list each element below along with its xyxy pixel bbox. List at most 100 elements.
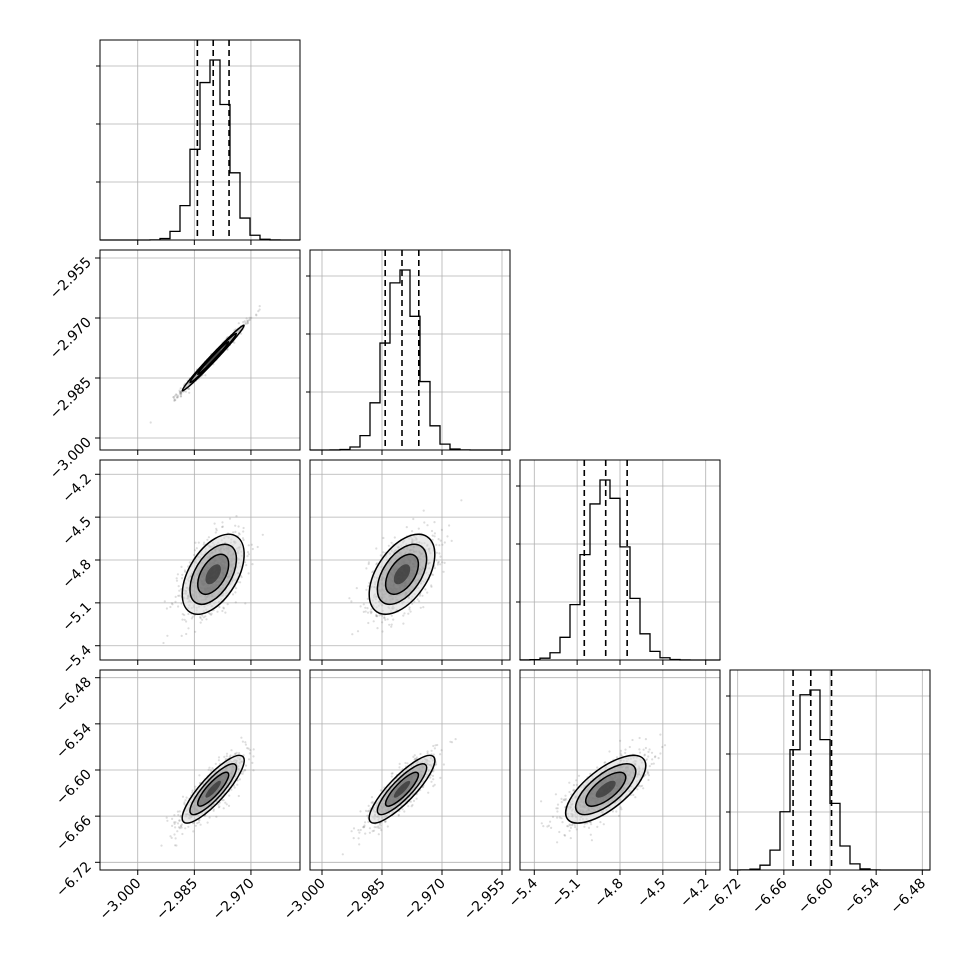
panel-1-0-sample-point bbox=[176, 396, 179, 399]
panel-3-1-sample-point bbox=[379, 789, 382, 792]
panel-2-0-sample-point bbox=[163, 600, 166, 603]
panel-3-2-sample-point bbox=[647, 755, 650, 758]
panel-3-1-sample-point bbox=[377, 826, 380, 830]
panel-2-1-sample-point bbox=[384, 618, 387, 622]
panel-3-0-sample-point bbox=[169, 835, 172, 838]
panel-3-0-sample-point bbox=[194, 785, 197, 788]
panel-1-0-density-0 bbox=[205, 349, 221, 367]
panel-1-0-sample-point bbox=[188, 391, 191, 394]
panel-1-0-sample-point bbox=[248, 316, 251, 319]
panel-1-0-sample-point bbox=[177, 394, 180, 397]
panel-2-0-sample-point bbox=[239, 581, 242, 584]
panel-3-0-sample-point bbox=[217, 759, 220, 762]
panel-2-1-sample-point bbox=[392, 618, 395, 621]
panel-2-0-sample-point bbox=[204, 615, 207, 618]
panel-3-0-sample-point bbox=[177, 813, 180, 817]
panel-2-1-sample-point bbox=[435, 543, 438, 547]
panel-2-0-sample-point bbox=[245, 564, 248, 567]
panel-3-0-sample-point bbox=[215, 815, 218, 818]
panel-2-1-sample-point bbox=[367, 621, 370, 625]
panel-1-0-contour-3 bbox=[181, 324, 245, 392]
panel-2-0-sample-point bbox=[221, 525, 224, 528]
panel-2-1-sample-point bbox=[372, 620, 375, 623]
panel-1-0-sample-point bbox=[173, 394, 177, 397]
panel-2-0-sample-point bbox=[222, 606, 225, 609]
panel-2-0-sample-point bbox=[246, 551, 250, 554]
panel-2-0-sample-point bbox=[199, 621, 202, 624]
panel-2-1-sample-point bbox=[407, 612, 410, 615]
panel-3-2-sample-point bbox=[624, 748, 627, 751]
panel-2-0-sample-point bbox=[234, 601, 237, 604]
panel-2-0-sample-point bbox=[193, 553, 196, 557]
panel-1-0-sample-point bbox=[245, 317, 248, 320]
panel-2-1-sample-point bbox=[381, 630, 384, 633]
panel-3-0-sample-point bbox=[178, 810, 181, 813]
panel-3-0-sample-point bbox=[171, 817, 174, 821]
panel-3-1-sample-point bbox=[412, 755, 415, 759]
panel-2-0-sample-point bbox=[180, 565, 183, 569]
panel-1-0-sample-point bbox=[184, 390, 187, 393]
panel-3-0-sample-point bbox=[248, 758, 251, 761]
panel-3-1-sample-point bbox=[426, 750, 429, 753]
panel-2-1-sample-point bbox=[366, 611, 370, 614]
panel-3-0-sample-point bbox=[208, 766, 211, 769]
panel-3-0-sample-point bbox=[185, 796, 188, 799]
panel-1-0-sample-point bbox=[179, 391, 182, 394]
panel-2-0-sample-point bbox=[191, 615, 194, 618]
panel-3-0-sample-point bbox=[174, 821, 177, 824]
panel-2-0-sample-point bbox=[242, 526, 245, 530]
panel-2-0-sample-point bbox=[242, 538, 245, 542]
panel-3-2-sample-point bbox=[572, 784, 576, 787]
panel-2-1-sample-point bbox=[450, 539, 453, 543]
panel-2-0-sample-point bbox=[177, 585, 180, 588]
panel-3-0-sample-point bbox=[174, 837, 177, 840]
panel-2-0-sample-point bbox=[188, 561, 191, 564]
panel-2-1-sample-point bbox=[433, 567, 436, 570]
panel-2-1-sample-point bbox=[369, 612, 373, 615]
panel-3-2-sample-point bbox=[642, 787, 645, 790]
panel-3-0-sample-point bbox=[211, 767, 214, 770]
panel-3-1-sample-point bbox=[358, 831, 361, 834]
panel-1-0-sample-point bbox=[179, 387, 182, 390]
panel-1-0-sample-point bbox=[178, 392, 182, 395]
panel-2-1-sample-point bbox=[422, 509, 425, 512]
panel-2-0-sample-point bbox=[231, 593, 235, 596]
panel-2-1-sample-point bbox=[436, 563, 439, 566]
panel-1-0-bg bbox=[100, 250, 300, 450]
panel-2-0-sample-point bbox=[221, 525, 224, 529]
panel-3-2-sample-point bbox=[647, 750, 650, 754]
panel-3-1-sample-point bbox=[386, 825, 389, 828]
panel-3-1-sample-point bbox=[409, 800, 412, 803]
panel-3-1-sample-point bbox=[357, 837, 360, 840]
panel-2-1-sample-point bbox=[366, 607, 369, 610]
panel-2-0-sample-point bbox=[222, 607, 225, 610]
panel-2-0-sample-point bbox=[243, 561, 247, 564]
panel-2-1-sample-point bbox=[390, 541, 393, 544]
panel-1-0-sample-point bbox=[178, 391, 181, 394]
ylabel-1-2: −2.970 bbox=[47, 315, 95, 363]
panel-2-0-sample-point bbox=[251, 547, 254, 551]
panel-3-0-sample-point bbox=[244, 743, 247, 746]
panel-2-0-sample-point bbox=[247, 553, 250, 556]
panel-2-1-sample-point bbox=[393, 536, 396, 539]
panel-2-0-sample-point bbox=[221, 609, 224, 613]
panel-2-0-sample-point bbox=[201, 614, 204, 617]
panel-3-0-sample-point bbox=[252, 769, 255, 772]
xlabel-1-0: −3.000 bbox=[281, 876, 329, 924]
panel-2-0-sample-point bbox=[202, 543, 205, 546]
panel-2-1-sample-point bbox=[348, 597, 351, 600]
panel-1-0-sample-point bbox=[247, 319, 251, 322]
panel-2-0-sample-point bbox=[218, 606, 221, 609]
panel-3-1-sample-point bbox=[427, 791, 430, 794]
panel-2-0-sample-point bbox=[237, 532, 241, 535]
panel-1-0-sample-point bbox=[175, 393, 178, 396]
panel-2-1-sample-point bbox=[375, 547, 378, 550]
panel-2-0-contour-2 bbox=[189, 543, 238, 606]
panel-3-0-sample-point bbox=[192, 830, 195, 833]
panel-2-1-sample-point bbox=[376, 615, 379, 618]
panel-2-1-sample-point bbox=[440, 528, 443, 532]
panel-3-1-sample-point bbox=[442, 763, 445, 766]
panel-2-1-sample-point bbox=[362, 603, 365, 606]
panel-2-1-sample-point bbox=[411, 602, 414, 605]
panel-3-1-sample-point bbox=[378, 822, 381, 826]
